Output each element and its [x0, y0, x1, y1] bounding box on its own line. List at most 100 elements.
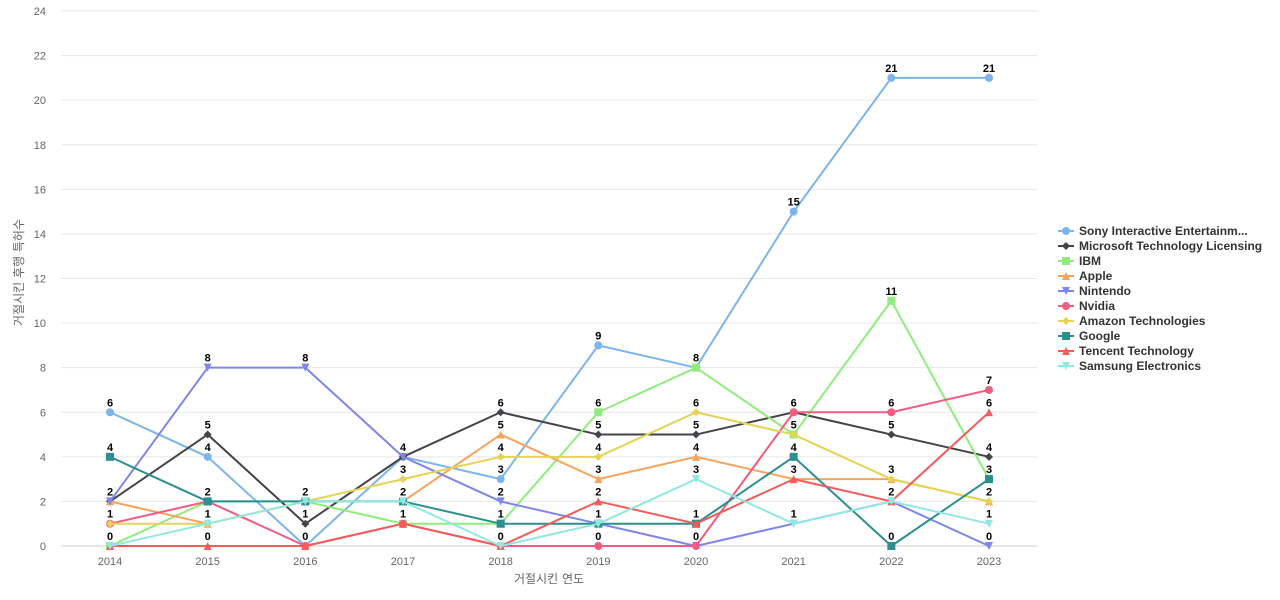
data-point	[789, 519, 798, 528]
data-point	[594, 430, 603, 439]
data-point	[692, 519, 700, 528]
legend-label: Tencent Technology	[1079, 344, 1194, 358]
data-label: 5	[791, 420, 797, 432]
data-point	[399, 497, 407, 506]
x-tick-label: 2022	[879, 556, 903, 568]
legend-item[interactable]: Tencent Technology	[1058, 344, 1194, 358]
data-label: 5	[693, 420, 699, 432]
legend-item[interactable]: Sony Interactive Entertainm...	[1058, 224, 1248, 238]
legend-item[interactable]: Samsung Electronics	[1058, 359, 1201, 373]
data-point	[692, 452, 700, 461]
data-point	[594, 497, 603, 506]
x-tick-label: 2021	[781, 556, 805, 568]
data-label: 4	[107, 442, 114, 454]
data-point	[985, 452, 993, 461]
data-point	[106, 408, 114, 417]
legend-item[interactable]: Nintendo	[1058, 284, 1131, 298]
legend-marker	[1062, 272, 1070, 280]
data-point	[887, 475, 896, 484]
y-tick-label: 20	[34, 95, 46, 107]
data-point	[789, 430, 798, 439]
legend-marker	[1062, 347, 1070, 355]
legend-item[interactable]: Google	[1058, 329, 1121, 343]
y-tick-label: 6	[40, 407, 46, 419]
y-tick-label: 8	[40, 363, 46, 375]
x-axis-title: 거절시킨 연도	[514, 572, 584, 586]
data-label: 3	[888, 464, 894, 476]
plot-area	[106, 73, 993, 550]
data-point	[985, 475, 993, 484]
legend-item[interactable]: Amazon Technologies	[1058, 314, 1206, 328]
data-label: 2	[498, 486, 504, 498]
data-label: 6	[107, 397, 113, 409]
legend[interactable]: Sony Interactive Entertainm...Microsoft …	[1058, 224, 1262, 373]
data-label: 4	[791, 442, 798, 454]
data-label: 3	[791, 464, 797, 476]
data-label: 0	[888, 531, 894, 543]
legend-item[interactable]: Apple	[1058, 269, 1113, 283]
y-tick-label: 18	[34, 140, 46, 152]
x-axis: 2014 2015 2016 2017 2018 2019 2020 2021 2022 2023	[98, 556, 1001, 568]
data-label: 6	[595, 397, 601, 409]
legend-item[interactable]: Microsoft Technology Licensing	[1058, 239, 1262, 253]
data-label: 4	[400, 442, 407, 454]
data-point	[106, 542, 114, 550]
legend-item[interactable]: IBM	[1058, 254, 1101, 268]
data-point	[887, 296, 896, 305]
data-point	[203, 542, 212, 550]
x-tick-label: 2015	[195, 556, 219, 568]
data-point	[203, 452, 212, 461]
data-label: 1	[791, 509, 797, 521]
legend-marker	[1062, 227, 1070, 235]
data-point	[106, 519, 114, 528]
data-point	[692, 363, 700, 372]
data-point	[106, 452, 114, 461]
legend-item[interactable]: Nvidia	[1058, 299, 1115, 313]
x-tick-label: 2014	[98, 556, 122, 568]
series-line	[109, 76, 990, 547]
data-point	[789, 452, 798, 461]
data-label: 4	[498, 442, 505, 454]
data-point	[203, 519, 212, 528]
data-label: 6	[693, 397, 699, 409]
data-label: 21	[983, 63, 995, 75]
gridlines	[61, 10, 1037, 547]
data-label: 6	[986, 397, 992, 409]
data-label: 8	[693, 353, 699, 365]
data-label: 6	[888, 397, 894, 409]
data-label: 5	[888, 420, 894, 432]
data-label: 0	[986, 531, 992, 543]
data-label: 1	[107, 509, 113, 521]
data-label: 3	[693, 464, 699, 476]
data-point	[106, 497, 114, 506]
legend-label: Microsoft Technology Licensing	[1079, 239, 1262, 253]
legend-marker	[1062, 257, 1070, 265]
data-label: 7	[986, 375, 992, 387]
data-label: 15	[788, 197, 800, 209]
y-tick-label: 12	[34, 274, 46, 286]
data-point	[594, 452, 603, 461]
series-line	[109, 411, 990, 525]
legend-marker	[1062, 362, 1070, 370]
data-point	[496, 497, 505, 506]
data-label: 3	[400, 464, 406, 476]
data-label: 8	[205, 353, 211, 365]
data-label: 21	[885, 63, 897, 75]
data-point	[692, 475, 700, 484]
data-label: 1	[595, 509, 601, 521]
data-point	[594, 542, 603, 550]
data-label: 4	[205, 442, 212, 454]
x-tick-label: 2020	[684, 556, 708, 568]
data-label: 3	[986, 464, 992, 476]
data-point	[496, 519, 505, 528]
y-tick-label: 22	[34, 51, 46, 63]
legend-label: Google	[1079, 329, 1121, 343]
y-tick-label: 0	[40, 541, 46, 553]
data-point	[301, 542, 310, 550]
legend-label: Amazon Technologies	[1079, 314, 1206, 328]
legend-label: Apple	[1079, 269, 1113, 283]
data-label: 1	[205, 509, 211, 521]
